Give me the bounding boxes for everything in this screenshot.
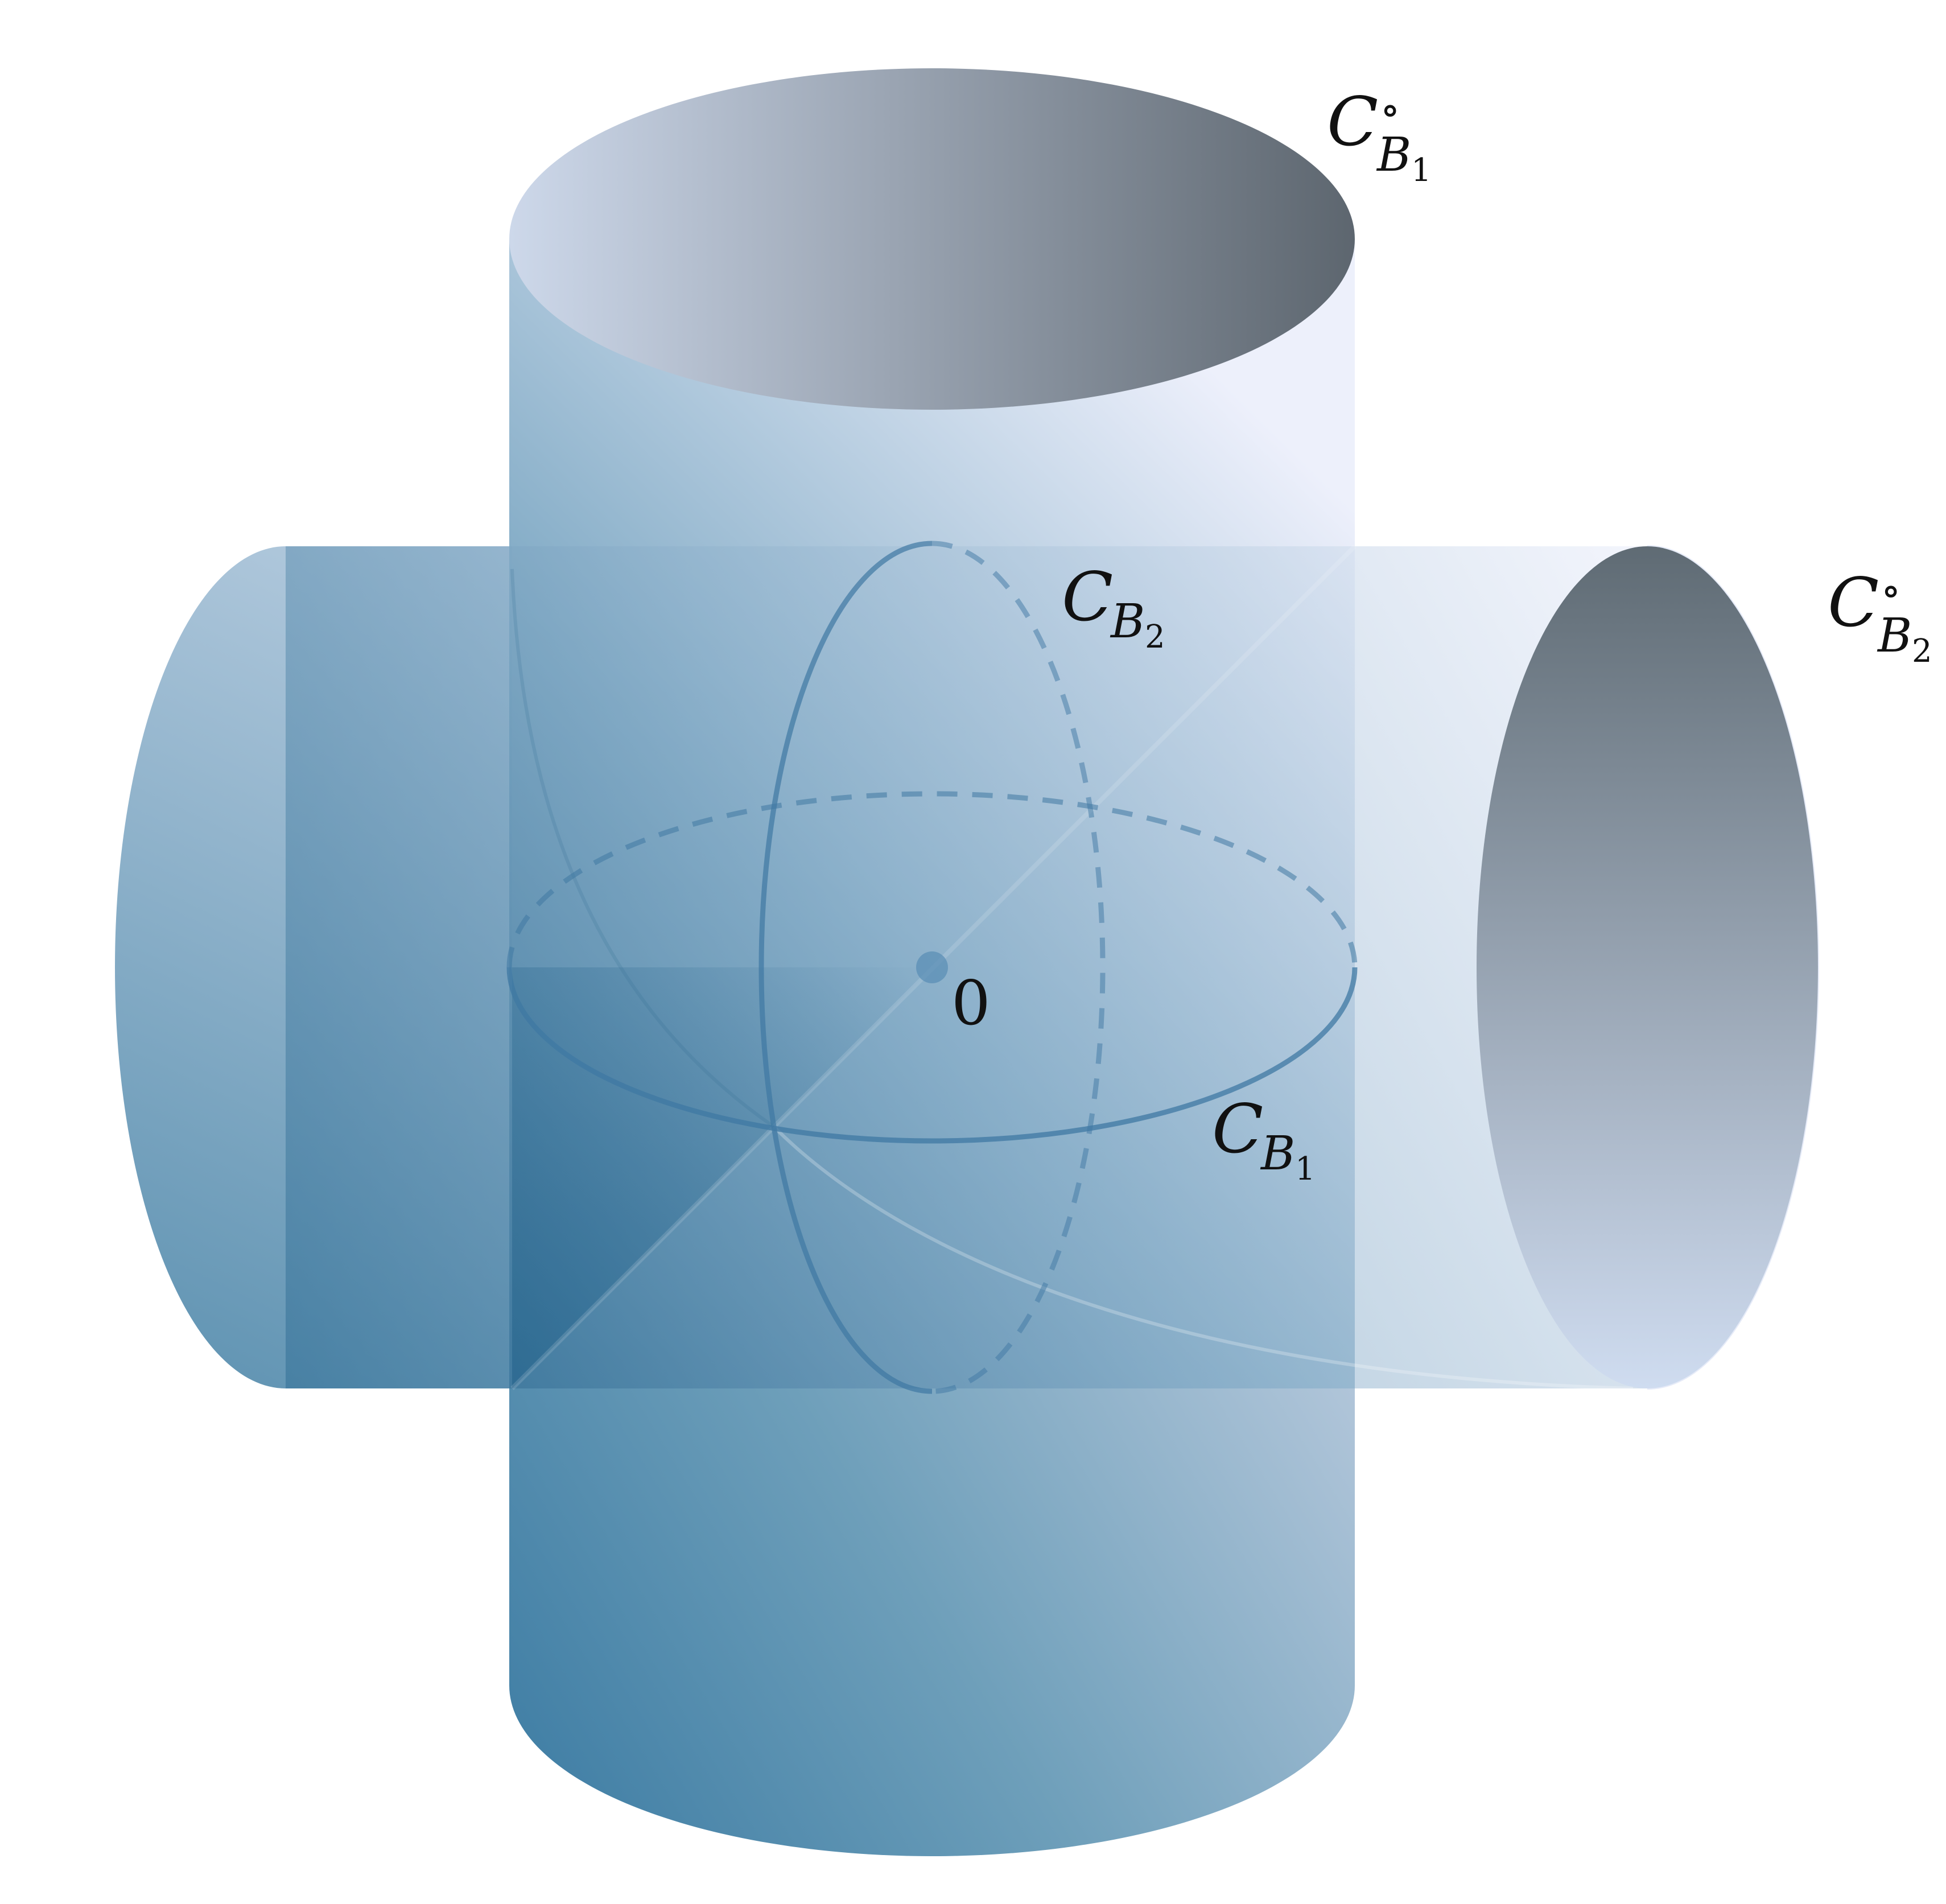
svg-text:∘: ∘ xyxy=(1380,85,1400,134)
svg-text:1: 1 xyxy=(1411,152,1432,189)
label-cb2: C B 2 xyxy=(1062,558,1165,656)
svg-text:∘: ∘ xyxy=(1881,566,1901,615)
right-opening xyxy=(1477,546,1818,1388)
svg-text:C: C xyxy=(1212,1090,1263,1168)
svg-text:B: B xyxy=(1260,1127,1295,1181)
intersection-seam-curve-left xyxy=(510,568,775,1128)
svg-text:C: C xyxy=(1327,83,1378,161)
svg-text:C: C xyxy=(1062,558,1113,636)
horizontal-cylinder-body xyxy=(286,546,1647,1388)
svg-text:B: B xyxy=(1110,595,1145,649)
svg-text:1: 1 xyxy=(1295,1151,1316,1188)
label-origin: 0 xyxy=(951,968,991,1039)
intersection-shadow-lower-left xyxy=(512,967,933,1388)
svg-text:B: B xyxy=(1376,128,1411,182)
top-opening xyxy=(509,68,1355,410)
circle-cb2-front xyxy=(758,541,933,1394)
circle-cb1-front xyxy=(506,967,1358,1144)
label-cb1: C B 1 xyxy=(1212,1090,1316,1188)
svg-text:B: B xyxy=(1877,609,1912,663)
label-cb2-outer: C ∘ B 2 xyxy=(1828,563,1932,670)
svg-text:C: C xyxy=(1828,563,1879,642)
origin-point xyxy=(916,951,948,983)
svg-text:2: 2 xyxy=(1912,633,1932,670)
svg-text:2: 2 xyxy=(1145,619,1165,656)
label-cb1-outer: C ∘ B 1 xyxy=(1327,83,1432,189)
intersection-seam-curve-right xyxy=(772,1125,1634,1390)
vertical-cylinder-bottom xyxy=(509,1388,1355,1856)
